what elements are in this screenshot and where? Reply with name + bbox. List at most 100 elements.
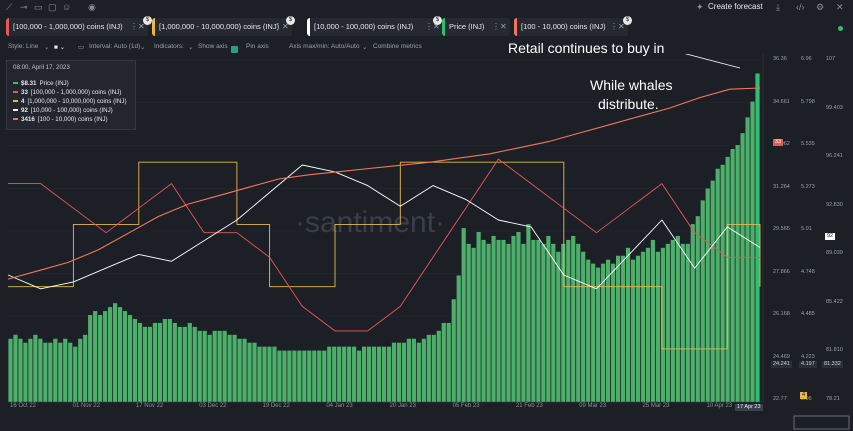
chart-options-bar: Style: Line ⌄ ■ ⌄ ▭ Interval: Auto (1d) … — [0, 40, 853, 54]
price-bar — [98, 315, 103, 402]
more-options-icon[interactable]: ⋮ — [274, 22, 282, 31]
price-bar — [501, 239, 506, 402]
show-axis-label: Show axis — [198, 43, 228, 50]
price-bar — [222, 330, 227, 402]
y-tick-label: 107 — [826, 56, 836, 62]
calendar-icon[interactable]: ▭ — [78, 44, 85, 51]
price-bar — [561, 243, 566, 402]
tooltip-row: 33 [100,000 - 1,000,000) coins (INJ) — [13, 89, 121, 96]
axis-max-min-select[interactable]: Axis max/min: Auto/Auto — [289, 43, 360, 50]
price-bar — [720, 164, 725, 402]
series-line — [8, 158, 760, 332]
indicators-select[interactable]: Indicators: — [154, 43, 184, 50]
y-tick-label: 4.223 — [801, 353, 815, 360]
price-bar — [262, 346, 267, 402]
price-bar — [352, 346, 357, 402]
annotation-arrow — [684, 54, 741, 69]
price-bar — [755, 73, 760, 402]
price-bar — [23, 342, 28, 402]
range-navigator[interactable] — [793, 415, 850, 430]
annotation-whales-line1: While whales — [590, 77, 673, 93]
more-options-icon[interactable]: ⋮ — [610, 22, 618, 31]
y-tick-label: 5.01 — [801, 226, 812, 232]
price-bar — [337, 346, 342, 402]
price-bar — [177, 326, 182, 402]
metric-chip-label: [1,000,000 - 10,000,000) coins (INJ) — [159, 22, 280, 31]
price-bar — [606, 259, 611, 402]
comment-icon[interactable]: ▢ — [48, 2, 57, 12]
price-bar — [332, 346, 337, 402]
price-bar — [581, 251, 586, 402]
y-tick-label: 5.798 — [801, 98, 815, 105]
metric-chip-10k-100k[interactable]: [10,000 - 100,000) coins (INJ) ⋮ ✕ — [307, 18, 443, 36]
create-forecast-button[interactable]: Create forecast — [708, 2, 763, 11]
price-bar — [461, 228, 466, 402]
more-options-icon[interactable]: ⋮ — [425, 22, 433, 31]
price-bar — [302, 350, 307, 402]
price-bar — [83, 334, 88, 402]
y-tick-label: 5.535 — [801, 141, 815, 147]
pin-axis-label[interactable]: Pin axis — [246, 43, 269, 50]
price-bar — [401, 342, 407, 402]
metric-chip-100-10k[interactable]: [100 - 10,000) coins (INJ) ⋮ ✕ — [514, 18, 628, 36]
metric-chip-price[interactable]: Price (INJ) ⋮ ✕ — [442, 18, 510, 36]
watermark: ·santiment· — [295, 206, 445, 239]
embed-icon[interactable]: ‹/› — [796, 2, 805, 12]
settings-icon[interactable]: ⚙ — [816, 2, 825, 12]
remove-metric-icon[interactable]: ✕ — [138, 22, 145, 31]
x-tick-label: 21 Feb 23 — [515, 403, 543, 409]
forecast-icon[interactable]: ✦ — [696, 2, 704, 12]
download-icon[interactable]: ⤓ — [776, 2, 780, 12]
price-bar — [506, 243, 511, 402]
price-bar — [127, 315, 133, 402]
price-bar — [8, 338, 13, 402]
indicators-dropdown-icon[interactable]: ⌄ — [188, 44, 194, 51]
interval-select[interactable]: Interval: Auto (1d) — [89, 43, 141, 50]
price-bar — [43, 342, 48, 402]
line-tool-icon[interactable]: ⊸ — [20, 2, 28, 12]
price-bar — [496, 239, 501, 402]
price-bar — [670, 239, 675, 402]
more-options-icon[interactable]: ⋮ — [492, 22, 500, 31]
remove-metric-icon[interactable]: ✕ — [433, 22, 440, 31]
remove-metric-icon[interactable]: ✕ — [500, 22, 507, 31]
interval-dropdown-icon[interactable]: ⌄ — [140, 44, 146, 51]
price-bars — [8, 73, 760, 402]
color-swatch-icon[interactable]: ■ ⌄ — [54, 44, 66, 51]
price-bar — [267, 346, 272, 402]
tooltip-row: 92 [10,000 - 100,000) coins (INJ) — [13, 107, 113, 114]
draw-tool-icon[interactable]: ⟋ — [6, 2, 13, 12]
price-bar — [317, 350, 322, 402]
combine-metrics-button[interactable]: Combine metrics — [373, 43, 422, 50]
price-bar — [282, 350, 287, 402]
metric-chip-label: Price (INJ) — [449, 22, 485, 31]
emoji-icon[interactable]: ☺ — [62, 2, 72, 12]
eye-icon[interactable]: ◉ — [88, 2, 96, 12]
style-dropdown-icon[interactable]: ⌄ — [44, 44, 50, 51]
price-bar — [53, 338, 58, 402]
price-bar — [361, 346, 367, 402]
style-select[interactable]: Style: Line — [8, 43, 39, 50]
price-bar — [68, 342, 73, 402]
price-bar — [162, 318, 167, 402]
dollar-badge-icon: $ — [623, 16, 632, 25]
y-tick-label: 92.830 — [826, 201, 843, 208]
price-bar — [715, 168, 720, 402]
metric-chip-1m-10m[interactable]: [1,000,000 - 10,000,000) coins (INJ) ⋮ ✕ — [152, 18, 292, 36]
price-bar — [730, 148, 735, 402]
remove-metric-icon[interactable]: ✕ — [282, 22, 289, 31]
rectangle-tool-icon[interactable]: ▭ — [34, 2, 43, 12]
price-bar — [556, 251, 561, 402]
x-tick-label: 25 Mar 23 — [642, 403, 670, 409]
x-tick-label: 04 Jan 23 — [326, 403, 353, 409]
more-options-icon[interactable]: ⋮ — [130, 22, 138, 31]
price-bar — [227, 334, 232, 402]
remove-metric-icon[interactable]: ✕ — [618, 22, 625, 31]
metric-chip-100k-1m[interactable]: [100,000 - 1,000,000) coins (INJ) ⋮ ✕ — [6, 18, 148, 36]
price-bar — [212, 330, 217, 402]
y-tick-label: 99.403 — [826, 104, 843, 111]
close-icon[interactable]: ✕ — [836, 2, 844, 12]
price-axis-marker: 24.241 — [771, 361, 792, 368]
axis-dropdown-icon[interactable]: ⌄ — [362, 44, 368, 51]
y-tick-label: 22.77 — [773, 396, 787, 402]
